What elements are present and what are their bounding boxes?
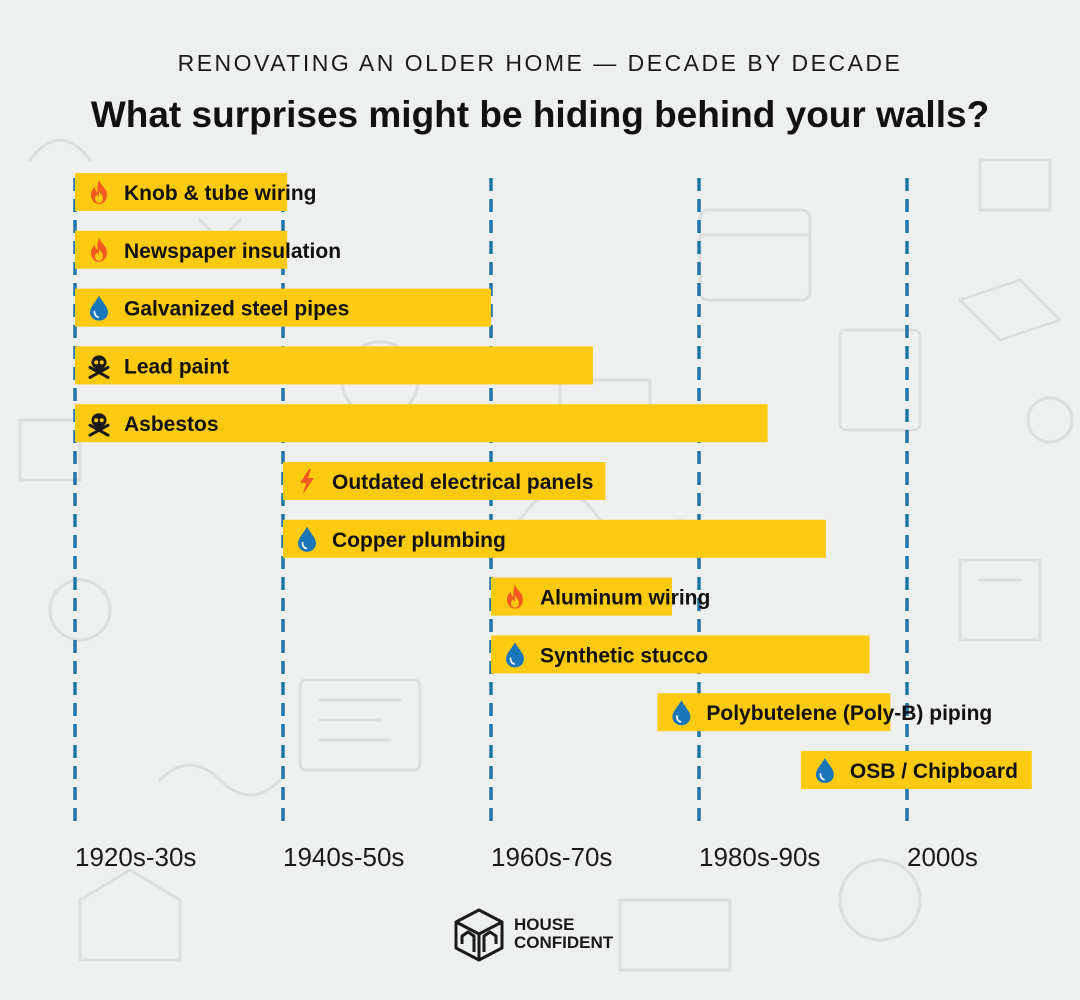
bar-label: Polybutelene (Poly-B) piping: [706, 702, 992, 725]
bar: [657, 693, 891, 732]
bar-label: Copper plumbing: [332, 529, 506, 552]
bar: [75, 288, 491, 327]
brand-logo: HOUSE CONFIDENT: [452, 904, 642, 964]
bar: [75, 404, 768, 443]
subtitle: RENOVATING AN OLDER HOME — DECADE BY DEC…: [177, 50, 903, 76]
bar: [75, 230, 288, 269]
x-tick-label: 1940s-50s: [283, 842, 404, 872]
bar: [491, 635, 870, 674]
bar-label: Synthetic stucco: [540, 644, 708, 667]
bar-row: Asbestos: [75, 404, 768, 443]
bar-row: OSB / Chipboard: [800, 751, 1032, 789]
bar-label: Asbestos: [124, 413, 219, 436]
bar-label: Outdated electrical panels: [332, 471, 593, 494]
bar-row: Galvanized steel pipes: [75, 288, 491, 327]
x-tick-label: 2000s: [907, 842, 978, 872]
bar: [75, 346, 593, 385]
bar-row: Copper plumbing: [283, 519, 826, 558]
x-tick-label: 1980s-90s: [699, 842, 820, 872]
bar-row: Aluminum wiring: [491, 577, 710, 616]
x-tick-label: 1920s-30s: [75, 842, 196, 872]
bar-row: Polybutelene (Poly-B) piping: [657, 693, 992, 732]
bar-row: Synthetic stucco: [491, 635, 870, 674]
brand-name-line2: CONFIDENT: [514, 933, 614, 952]
bar: [283, 462, 606, 500]
bar-label: Newspaper insulation: [124, 240, 341, 263]
bar-label: OSB / Chipboard: [850, 760, 1018, 783]
bar-row: Newspaper insulation: [75, 230, 341, 269]
brand-name-line1: HOUSE: [514, 915, 575, 934]
bar-row: Lead paint: [75, 346, 593, 385]
bar-row: Knob & tube wiring: [75, 173, 316, 211]
bar: [283, 519, 826, 558]
bar-row: Outdated electrical panels: [283, 462, 606, 500]
bar-label: Knob & tube wiring: [124, 182, 316, 205]
bar: [800, 751, 1032, 789]
bar-label: Lead paint: [124, 355, 229, 378]
bar-label: Galvanized steel pipes: [124, 298, 349, 321]
house-box-logo-icon: [454, 908, 504, 962]
x-tick-label: 1960s-70s: [491, 842, 612, 872]
page-title: What surprises might be hiding behind yo…: [90, 94, 990, 135]
bar: [75, 173, 288, 211]
bar-label: Aluminum wiring: [540, 587, 710, 610]
